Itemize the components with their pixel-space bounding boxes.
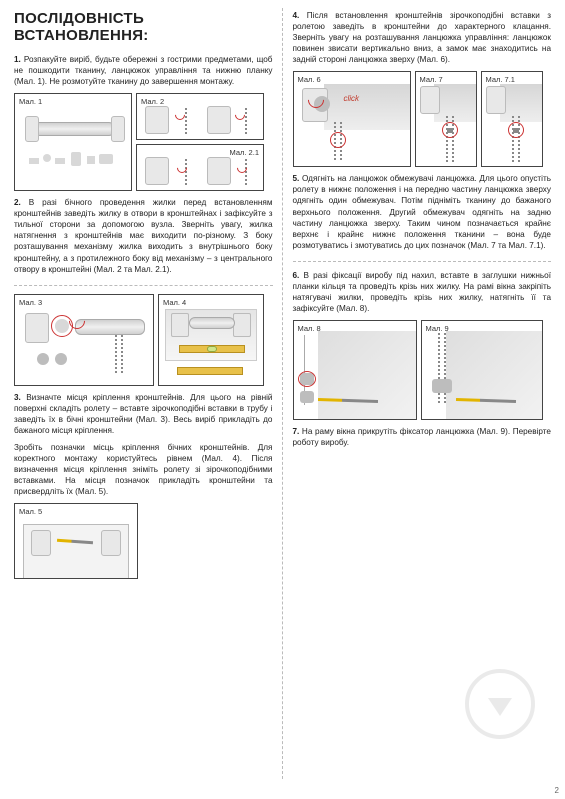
- figure-3-caption: Мал. 3: [19, 298, 42, 307]
- click-label: click: [344, 94, 360, 103]
- figure-2-1: Мал. 2.1: [136, 144, 264, 191]
- fig-row-4: Мал. 6 click Мал. 7 Мал. 7.1: [293, 71, 552, 167]
- separator-left-1: [14, 285, 273, 286]
- figure-5: Мал. 5: [14, 503, 138, 579]
- page: ПОСЛІДОВНІСТЬ ВСТАНОВЛЕННЯ: 1. Розпакуйт…: [0, 0, 565, 799]
- figure-7-1-caption: Мал. 7.1: [486, 75, 515, 84]
- figure-2-caption: Мал. 2: [141, 97, 164, 106]
- figure-4-caption: Мал. 4: [163, 298, 186, 307]
- figure-4: Мал. 4: [158, 294, 264, 386]
- figure-9: Мал. 9: [421, 320, 543, 420]
- separator-right-1: [293, 261, 552, 262]
- right-column: 4. Після встановлення кронштейнів зірочк…: [283, 0, 565, 799]
- step-6-body: В разі фіксації виробу під нахил, вставт…: [293, 271, 552, 313]
- figure-7-caption: Мал. 7: [420, 75, 443, 84]
- page-number: 2: [555, 786, 559, 795]
- fig-row-2: Мал. 3 Мал. 4: [14, 294, 273, 386]
- figure-8-caption: Мал. 8: [298, 324, 321, 333]
- step-1-number: 1.: [14, 55, 21, 64]
- figure-3: Мал. 3: [14, 294, 154, 386]
- step-2-body: В разі бічного проведення жилки перед вс…: [14, 198, 273, 273]
- step-4-body: Після встановлення кронштейнів зірочкопо…: [293, 11, 552, 64]
- left-column: ПОСЛІДОВНІСТЬ ВСТАНОВЛЕННЯ: 1. Розпакуйт…: [0, 0, 283, 799]
- step-3-text-a: 3. Визначте місця кріплення кронштейнів.…: [14, 392, 273, 436]
- figure-6-caption: Мал. 6: [298, 75, 321, 84]
- figure-7: Мал. 7: [415, 71, 477, 167]
- step-6-text: 6. В разі фіксації виробу під нахил, вст…: [293, 270, 552, 314]
- step-5-body: Одягніть на ланцюжок обмежувачі ланцюжка…: [293, 174, 552, 249]
- figure-5-caption: Мал. 5: [19, 507, 42, 516]
- step-5-text: 5. Одягніть на ланцюжок обмежувачі ланцю…: [293, 173, 552, 250]
- figure-1: Мал. 1: [14, 93, 132, 191]
- fig-row-3: Мал. 5: [14, 503, 273, 579]
- step-3-text-b: Зробіть позначки місць кріплення бічних …: [14, 442, 273, 497]
- fig-row-1: Мал. 1 Мал. 2: [14, 93, 273, 191]
- figure-8: Мал. 8: [293, 320, 417, 420]
- figure-1-caption: Мал. 1: [19, 97, 42, 106]
- watermark-icon: [465, 669, 535, 739]
- step-7-text: 7. На раму вікна прикрутіть фіксатор лан…: [293, 426, 552, 448]
- step-3-body-a: Визначте місця кріплення кронштейнів. Дл…: [14, 393, 273, 435]
- figure-6: Мал. 6 click: [293, 71, 411, 167]
- figure-7-1: Мал. 7.1: [481, 71, 543, 167]
- step-2-number: 2.: [14, 198, 21, 207]
- figure-2-1-caption: Мал. 2.1: [230, 148, 259, 157]
- figure-2: Мал. 2: [136, 93, 264, 140]
- step-1-text: 1. Розпакуйте виріб, будьте обережні з г…: [14, 54, 273, 87]
- page-title: ПОСЛІДОВНІСТЬ ВСТАНОВЛЕННЯ:: [14, 10, 273, 44]
- step-3-number: 3.: [14, 393, 21, 402]
- step-7-body: На раму вікна прикрутіть фіксатор ланцюж…: [293, 427, 552, 447]
- step-4-text: 4. Після встановлення кронштейнів зірочк…: [293, 10, 552, 65]
- step-2-text: 2. В разі бічного проведення жилки перед…: [14, 197, 273, 274]
- step-1-body: Розпакуйте виріб, будьте обережні з гост…: [14, 55, 273, 86]
- fig-row-5: Мал. 8 Мал. 9: [293, 320, 552, 420]
- figure-9-caption: Мал. 9: [426, 324, 449, 333]
